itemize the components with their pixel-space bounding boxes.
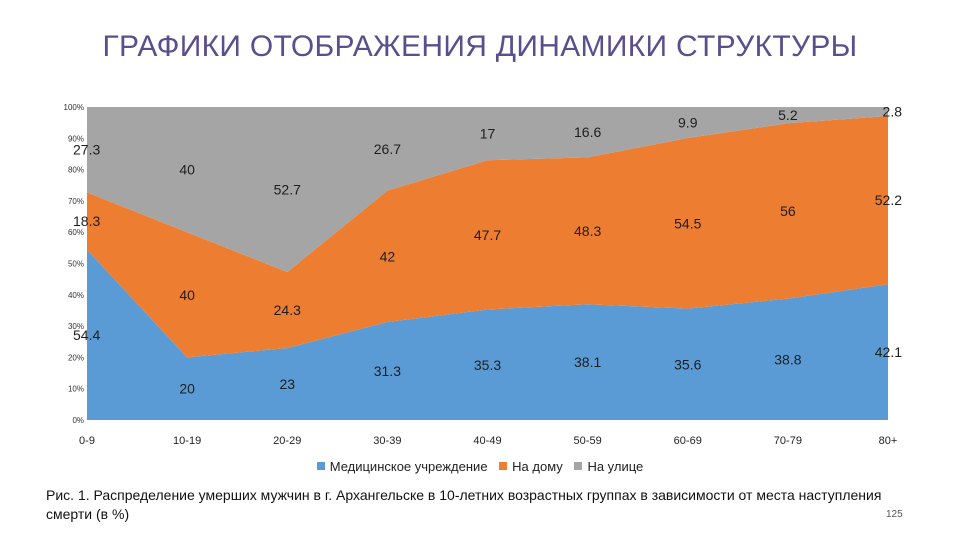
x-tick-label: 30-39 <box>373 435 401 447</box>
data-label-s3: 16.6 <box>574 124 601 140</box>
data-label-s3: 40 <box>179 162 195 178</box>
legend-swatch-medical <box>316 462 325 470</box>
y-tick-label: 80% <box>68 166 84 175</box>
y-tick-label: 70% <box>68 197 84 206</box>
legend-item-medical: Медицинское учреждение <box>316 458 488 474</box>
data-label-s3: 26.7 <box>374 141 401 157</box>
y-tick-label: 0% <box>72 416 84 425</box>
y-tick-label: 60% <box>68 228 84 237</box>
data-label-s3: 9.9 <box>678 114 698 130</box>
data-label-s1: 31.3 <box>374 363 401 379</box>
page-number: 125 <box>886 509 903 520</box>
legend-item-street: На улице <box>574 459 643 474</box>
data-label-s2: 47.7 <box>474 227 501 243</box>
legend-swatch-street <box>574 462 583 470</box>
data-label-s1: 42.1 <box>875 344 902 360</box>
data-label-s1: 20 <box>179 381 195 397</box>
data-label-s1: 54.4 <box>73 327 100 343</box>
area-series-1 <box>87 249 888 420</box>
data-label-s2: 52.2 <box>875 192 902 208</box>
x-tick-label: 20-29 <box>273 435 301 447</box>
data-label-s3: 27.3 <box>73 142 100 158</box>
y-tick-label: 40% <box>68 291 84 300</box>
area-series-3 <box>87 107 888 272</box>
data-label-s2: 54.5 <box>674 215 701 231</box>
data-label-s1: 35.6 <box>674 356 701 372</box>
chart-legend: Медицинское учреждение На дому На улице <box>0 458 960 474</box>
data-label-s2: 40 <box>179 287 195 303</box>
y-tick-label: 20% <box>68 353 84 362</box>
data-label-s2: 42 <box>380 248 396 264</box>
data-label-s3: 5.2 <box>778 107 798 123</box>
x-tick-label: 50-59 <box>574 435 602 447</box>
x-tick-label: 60-69 <box>674 435 702 447</box>
data-label-s2: 18.3 <box>73 213 100 229</box>
legend-item-home: На дому <box>499 459 563 474</box>
x-tick-label: 40-49 <box>473 435 501 447</box>
data-label-s2: 24.3 <box>274 302 301 318</box>
data-label-s2: 56 <box>780 203 796 219</box>
data-label-s1: 23 <box>279 376 295 392</box>
legend-swatch-home <box>499 462 508 470</box>
x-tick-label: 10-19 <box>173 435 201 447</box>
y-tick-label: 30% <box>68 322 84 331</box>
x-tick-label: 0-9 <box>79 435 95 447</box>
legend-label-street: На улице <box>587 458 644 474</box>
data-label-s3: 2.8 <box>883 104 903 120</box>
data-label-s2: 48.3 <box>574 223 601 239</box>
data-label-s3: 52.7 <box>274 181 301 197</box>
data-label-s1: 38.1 <box>574 354 601 370</box>
y-tick-label: 50% <box>68 260 84 269</box>
data-label-s1: 35.3 <box>474 357 501 373</box>
figure-caption: Рис. 1. Распределение умерших мужчин в г… <box>46 487 882 522</box>
x-tick-label: 70-79 <box>774 435 802 447</box>
slide-title: ГРАФИКИ ОТОБРАЖЕНИЯ ДИНАМИКИ СТРУКТУРЫ <box>102 30 858 63</box>
data-label-s1: 38.8 <box>774 351 801 367</box>
y-tick-label: 10% <box>68 385 84 394</box>
area-series-2 <box>87 116 888 358</box>
x-tick-label: 80+ <box>879 435 898 447</box>
y-tick-label: 90% <box>68 134 84 143</box>
y-tick-label: 100% <box>64 103 84 112</box>
legend-label-medical: Медицинское учреждение <box>329 458 488 474</box>
legend-label-home: На дому <box>512 458 563 474</box>
data-label-s3: 17 <box>480 126 496 142</box>
